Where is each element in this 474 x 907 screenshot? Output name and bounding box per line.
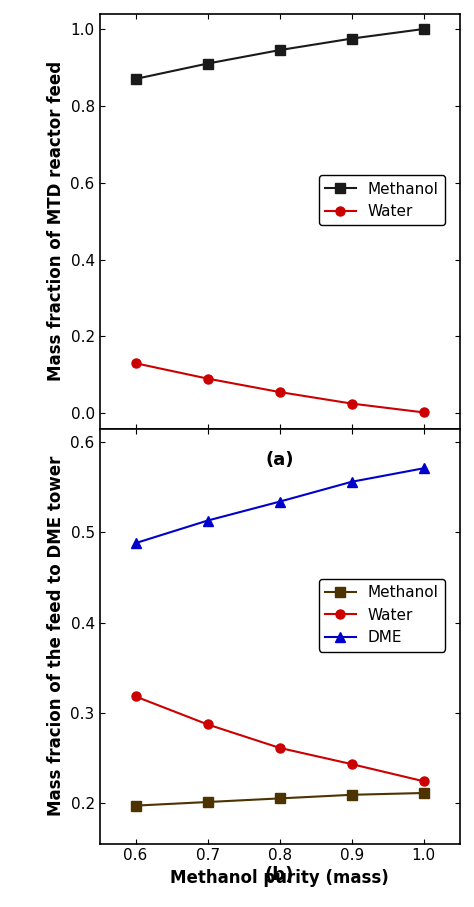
Y-axis label: Mass fracion of the feed to DME tower: Mass fracion of the feed to DME tower (47, 456, 65, 816)
X-axis label: Methanol purity (mass): Methanol purity (mass) (170, 454, 389, 472)
Water (349, 398, 355, 409)
Methanol (133, 73, 138, 84)
Water (277, 743, 283, 754)
Water (421, 407, 427, 418)
DME (133, 538, 138, 549)
Methanol (349, 34, 355, 44)
Line: Water: Water (131, 359, 428, 417)
Methanol (349, 789, 355, 800)
Line: Methanol: Methanol (131, 788, 428, 810)
Line: Methanol: Methanol (131, 24, 428, 83)
Methanol (421, 787, 427, 798)
DME (349, 476, 355, 487)
Text: (a): (a) (265, 452, 294, 469)
Methanol (205, 796, 210, 807)
X-axis label: Methanol purity (mass): Methanol purity (mass) (170, 869, 389, 887)
Methanol (277, 793, 283, 804)
Y-axis label: Mass fraction of MTD reactor feed: Mass fraction of MTD reactor feed (47, 61, 65, 381)
Text: (b): (b) (265, 866, 294, 884)
DME (421, 463, 427, 473)
DME (277, 496, 283, 507)
Water (421, 775, 427, 786)
Methanol (133, 800, 138, 811)
Line: Water: Water (131, 692, 428, 785)
Water (349, 758, 355, 769)
Water (133, 357, 138, 368)
Water (205, 373, 210, 384)
DME (205, 515, 210, 526)
Water (133, 691, 138, 702)
Legend: Methanol, Water: Methanol, Water (319, 175, 445, 225)
Methanol (205, 58, 210, 69)
Water (277, 386, 283, 397)
Line: DME: DME (131, 463, 428, 548)
Legend: Methanol, Water, DME: Methanol, Water, DME (319, 579, 445, 651)
Methanol (421, 24, 427, 34)
Methanol (277, 44, 283, 55)
Water (205, 719, 210, 730)
